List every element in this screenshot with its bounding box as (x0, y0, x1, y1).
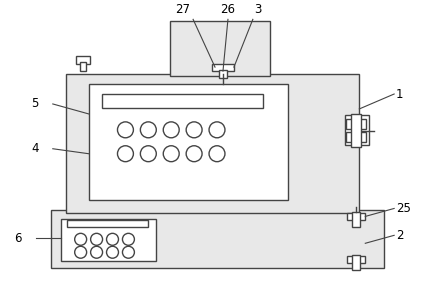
Circle shape (122, 233, 134, 245)
Bar (345, 115, 368, 145)
Circle shape (140, 146, 156, 162)
Bar (347, 256, 365, 263)
Circle shape (122, 246, 134, 258)
Circle shape (90, 233, 102, 245)
Circle shape (106, 246, 118, 258)
Circle shape (106, 233, 118, 245)
Text: 26: 26 (220, 3, 235, 16)
Bar (66, 74, 358, 213)
Bar (101, 94, 262, 108)
Circle shape (90, 246, 102, 258)
Text: 27: 27 (174, 3, 189, 16)
Bar (79, 62, 85, 71)
Bar (347, 213, 365, 220)
Circle shape (209, 146, 224, 162)
Circle shape (75, 233, 86, 245)
Bar (345, 119, 365, 129)
Bar (351, 119, 362, 141)
Circle shape (186, 122, 202, 138)
Text: 2: 2 (395, 229, 403, 242)
Bar (61, 219, 156, 261)
Bar (352, 255, 359, 270)
Bar (218, 70, 227, 78)
Bar (345, 132, 365, 142)
Circle shape (209, 122, 224, 138)
Bar (352, 212, 359, 227)
Circle shape (163, 146, 179, 162)
Bar (66, 220, 148, 227)
Bar (76, 56, 89, 64)
Text: 6: 6 (14, 232, 21, 245)
Text: 3: 3 (253, 3, 261, 16)
Bar (170, 21, 269, 76)
Bar (51, 211, 383, 268)
Text: 1: 1 (395, 88, 403, 101)
Circle shape (186, 146, 202, 162)
Circle shape (117, 146, 133, 162)
Text: 4: 4 (31, 142, 38, 155)
Text: 5: 5 (31, 98, 38, 111)
Circle shape (75, 246, 86, 258)
Bar (351, 114, 361, 147)
Circle shape (140, 122, 156, 138)
Circle shape (163, 122, 179, 138)
Circle shape (117, 122, 133, 138)
Bar (211, 64, 233, 71)
Text: 25: 25 (395, 202, 410, 215)
Bar (89, 84, 287, 201)
